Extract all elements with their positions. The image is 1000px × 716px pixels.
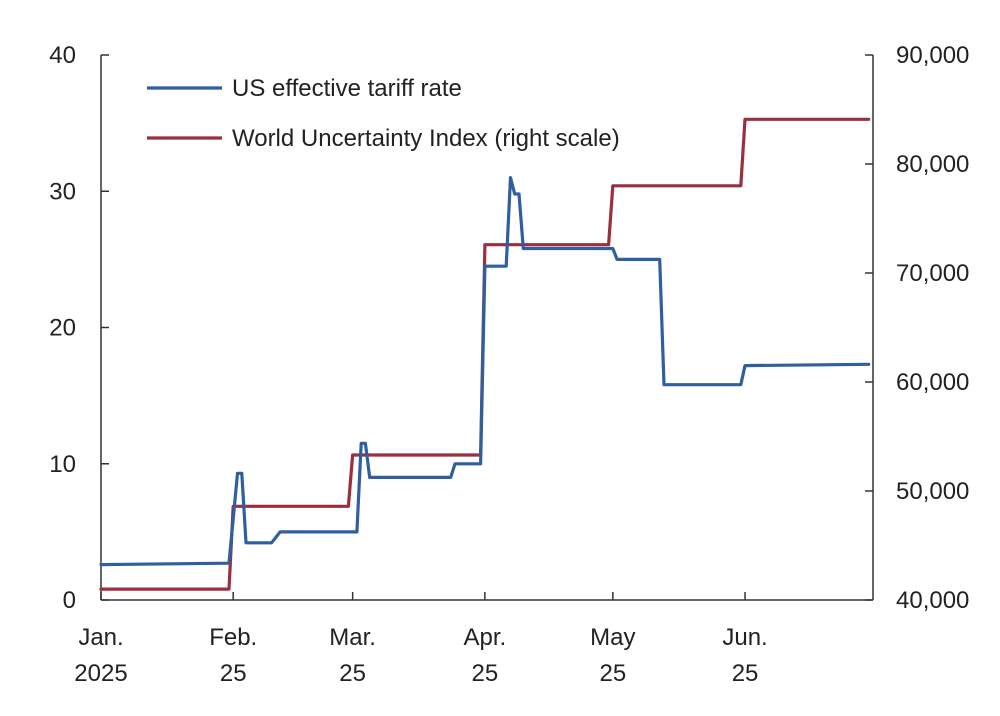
right-tick-label: 70,000	[896, 260, 969, 287]
x-tick-label-year: 25	[599, 660, 626, 687]
right-tick-label: 50,000	[896, 478, 969, 505]
left-tick-label: 40	[49, 42, 76, 69]
left-tick-label: 0	[63, 587, 76, 614]
series-line-world-uncertainty-index	[99, 117, 871, 591]
x-axis-ticks: Jan. 2025 Feb. 25 Mar. 25 Apr. 25 May 25 Jun. 25	[74, 592, 768, 687]
right-tick-label: 40,000	[896, 587, 969, 614]
legend-label: US effective tariff rate	[232, 75, 462, 102]
right-axis-ticks: 40,000 50,000 60,000 70,000 80,000 90,000	[865, 42, 969, 614]
legend: US effective tariff rate World Uncertaint…	[147, 75, 620, 152]
x-tick-label-year: 25	[732, 660, 759, 687]
legend-label: World Uncertainty Index (right scale)	[232, 125, 620, 152]
x-tick-label-month: Feb.	[209, 624, 257, 651]
left-tick-label: 30	[49, 178, 76, 205]
x-tick-label-month: May	[590, 624, 635, 651]
left-tick-label: 20	[49, 315, 76, 342]
x-tick-label-month: Jun.	[722, 624, 767, 651]
x-tick-label-year: 2025	[74, 660, 127, 687]
right-tick-label: 80,000	[896, 151, 969, 178]
x-tick-label-month: Apr.	[464, 624, 507, 651]
series-layer	[99, 117, 871, 591]
x-tick-label-year: 25	[472, 660, 499, 687]
left-axis-ticks: 0 10 20 30 40	[49, 42, 109, 614]
x-tick-label-month: Jan.	[78, 624, 123, 651]
right-tick-label: 60,000	[896, 369, 969, 396]
x-tick-label-year: 25	[220, 660, 247, 687]
left-tick-label: 10	[49, 451, 76, 478]
x-tick-label-year: 25	[339, 660, 366, 687]
x-tick-label-month: Mar.	[329, 624, 376, 651]
series-line-us-tariff-rate	[99, 176, 871, 567]
right-tick-label: 90,000	[896, 42, 969, 69]
